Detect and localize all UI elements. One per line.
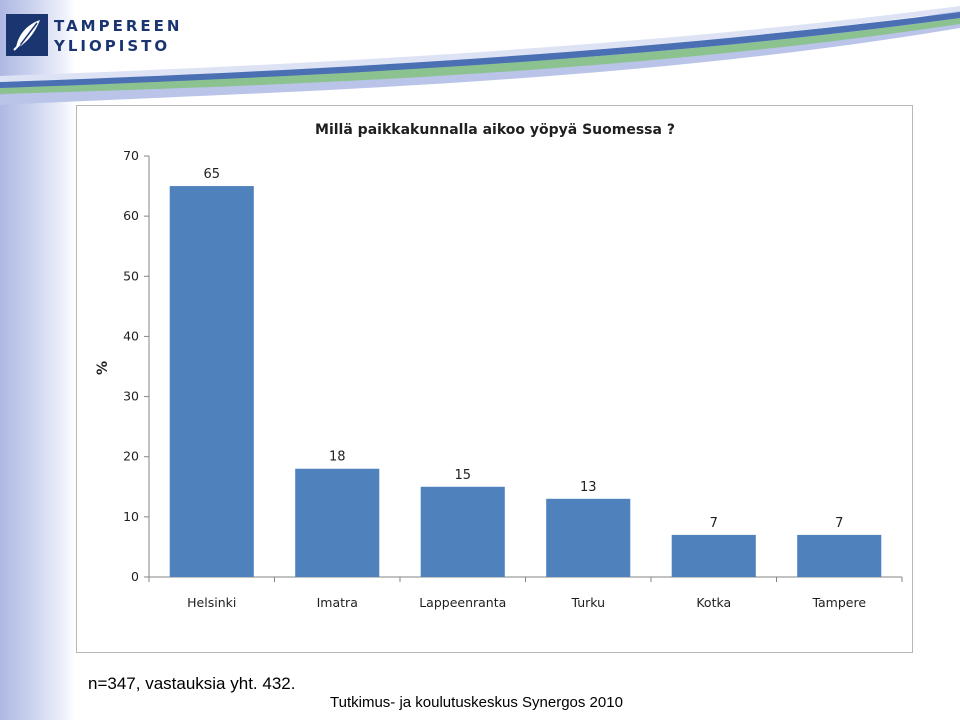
- y-tick-label: 30: [123, 389, 139, 404]
- data-label: 15: [454, 468, 471, 483]
- sample-size-note: n=347, vastauksia yht. 432.: [88, 674, 296, 693]
- left-gradient-band: [0, 0, 75, 720]
- university-logo: TAMPEREEN YLIOPISTO: [6, 14, 206, 60]
- y-tick-label: 40: [123, 328, 139, 343]
- chart-title: Millä paikkakunnalla aikoo yöpyä Suomess…: [315, 122, 675, 138]
- y-tick-label: 20: [123, 449, 139, 464]
- bar-lappeenranta: [420, 486, 505, 577]
- y-tick-label: 50: [123, 268, 139, 283]
- bar-imatra: [295, 468, 380, 577]
- data-label: 7: [710, 516, 718, 531]
- bar-helsinki: [169, 186, 254, 578]
- y-axis-title: %: [95, 361, 111, 375]
- y-axis: 0 10 20 30 40 50 60 70: [123, 148, 150, 584]
- bar-tampere: [797, 534, 882, 577]
- y-tick-label: 10: [123, 509, 139, 524]
- category-label: Lappeenranta: [419, 595, 506, 610]
- y-tick-label: 60: [123, 208, 139, 223]
- y-tick-label: 0: [131, 569, 139, 584]
- x-axis: Helsinki Imatra Lappeenranta Turku Kotka Tamp…: [148, 576, 903, 610]
- bar-kotka: [671, 534, 756, 577]
- bar-turku: [546, 498, 631, 577]
- data-label: 7: [835, 516, 843, 531]
- category-label: Imatra: [317, 595, 358, 610]
- data-label: 65: [203, 167, 220, 182]
- bars-group: 65 18 15 13 7 7: [169, 167, 882, 578]
- header-wave-decoration: [0, 6, 960, 105]
- university-leaf-logo-icon: [6, 14, 48, 56]
- y-tick-label: 70: [123, 148, 139, 163]
- bar-chart: Millä paikkakunnalla aikoo yöpyä Suomess…: [95, 122, 903, 610]
- category-label: Helsinki: [187, 595, 236, 610]
- source-credit: Tutkimus- ja koulutuskeskus Synergos 201…: [330, 694, 623, 711]
- chart-frame: Millä paikkakunnalla aikoo yöpyä Suomess…: [76, 105, 913, 653]
- data-label: 13: [580, 480, 597, 495]
- category-label: Turku: [570, 595, 605, 610]
- logo-text-line1: TAMPEREEN: [54, 17, 183, 35]
- category-label: Tampere: [811, 595, 866, 610]
- data-label: 18: [329, 450, 346, 465]
- logo-text-line2: YLIOPISTO: [54, 37, 171, 55]
- category-label: Kotka: [696, 595, 731, 610]
